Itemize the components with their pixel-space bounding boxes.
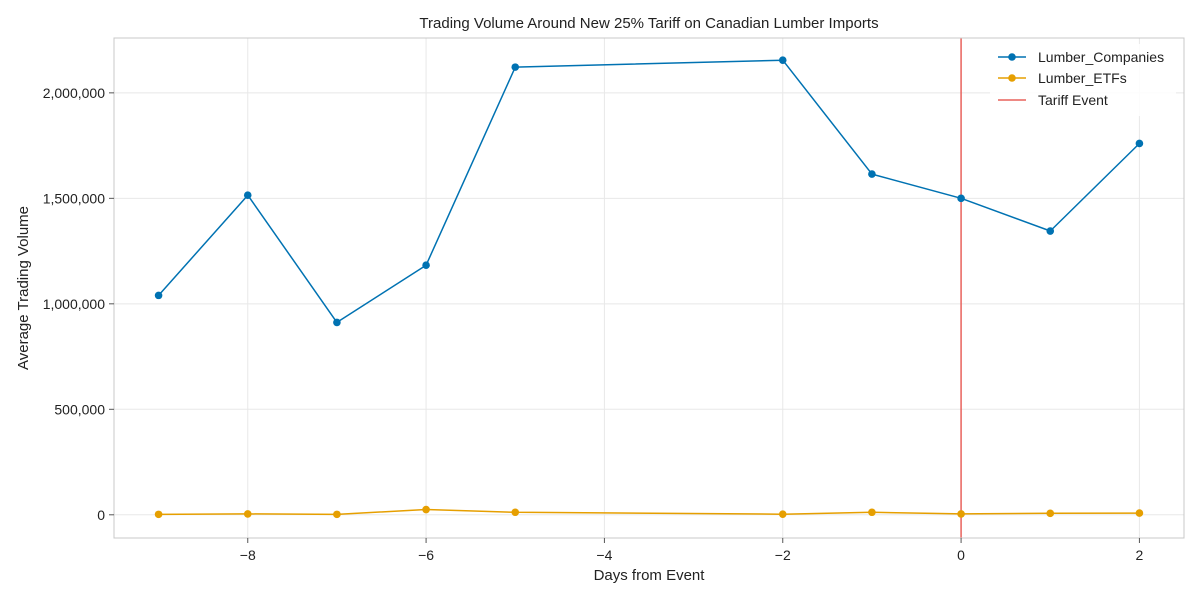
legend-label-companies: Lumber_Companies (1038, 49, 1164, 65)
x-tick-label: −4 (596, 547, 612, 563)
y-axis-ticks: 0 500,000 1,000,000 1,500,000 2,000,000 (43, 85, 114, 523)
data-point-lumber-companies (957, 194, 965, 203)
legend-box (990, 44, 1176, 116)
data-point-lumber-etfs (957, 510, 965, 518)
data-point-lumber-etfs (333, 510, 341, 519)
data-point-lumber-companies (243, 191, 252, 199)
y-tick-label: 1,500,000 (43, 190, 105, 206)
y-tick-label: 2,000,000 (43, 85, 105, 101)
series-layer (154, 56, 1144, 519)
data-point-lumber-companies (778, 56, 787, 64)
data-point-lumber-etfs (868, 508, 876, 517)
series-lumber-companies (154, 56, 1144, 327)
y-axis-label: Average Trading Volume (15, 206, 32, 370)
data-point-lumber-companies (511, 63, 520, 71)
plot-frame (113, 37, 1185, 539)
series-line-lumber-etfs (158, 508, 1140, 516)
x-tick-label: −8 (240, 547, 256, 563)
legend-marker-etfs (1008, 74, 1016, 82)
x-tick-label: −6 (418, 547, 434, 563)
y-tick-label: 1,000,000 (43, 296, 105, 312)
x-tick-label: 2 (1136, 547, 1144, 563)
x-tick-label: −2 (775, 547, 791, 563)
data-point-lumber-etfs (1135, 509, 1144, 517)
x-axis-label: Days from Event (594, 567, 706, 584)
x-tick-label: 0 (957, 547, 965, 563)
legend-marker-companies (1008, 53, 1016, 61)
data-point-lumber-etfs (422, 505, 430, 514)
data-point-lumber-etfs (1046, 509, 1055, 518)
legend-label-etfs: Lumber_ETFs (1038, 70, 1127, 86)
y-tick-label: 500,000 (54, 401, 105, 417)
legend-label-tariff-event: Tariff Event (1038, 92, 1108, 108)
data-point-lumber-companies (333, 318, 341, 327)
data-point-lumber-etfs (778, 510, 787, 518)
data-point-lumber-etfs (243, 510, 252, 518)
legend: Lumber_Companies Lumber_ETFs Tariff Even… (990, 44, 1176, 116)
chart-title: Trading Volume Around New 25% Tariff on … (419, 15, 878, 32)
series-lumber-etfs (154, 505, 1144, 519)
data-point-lumber-companies (422, 261, 430, 270)
series-line-lumber-companies (158, 59, 1140, 324)
data-point-lumber-companies (1046, 227, 1055, 235)
y-tick-label: 0 (97, 507, 105, 523)
data-point-lumber-companies (868, 170, 876, 178)
data-point-lumber-etfs (511, 508, 520, 517)
data-point-lumber-companies (154, 291, 163, 300)
data-point-lumber-etfs (154, 510, 163, 519)
x-axis-ticks: −8 −6 −4 −2 0 2 (240, 538, 1144, 563)
data-point-lumber-companies (1135, 139, 1144, 148)
